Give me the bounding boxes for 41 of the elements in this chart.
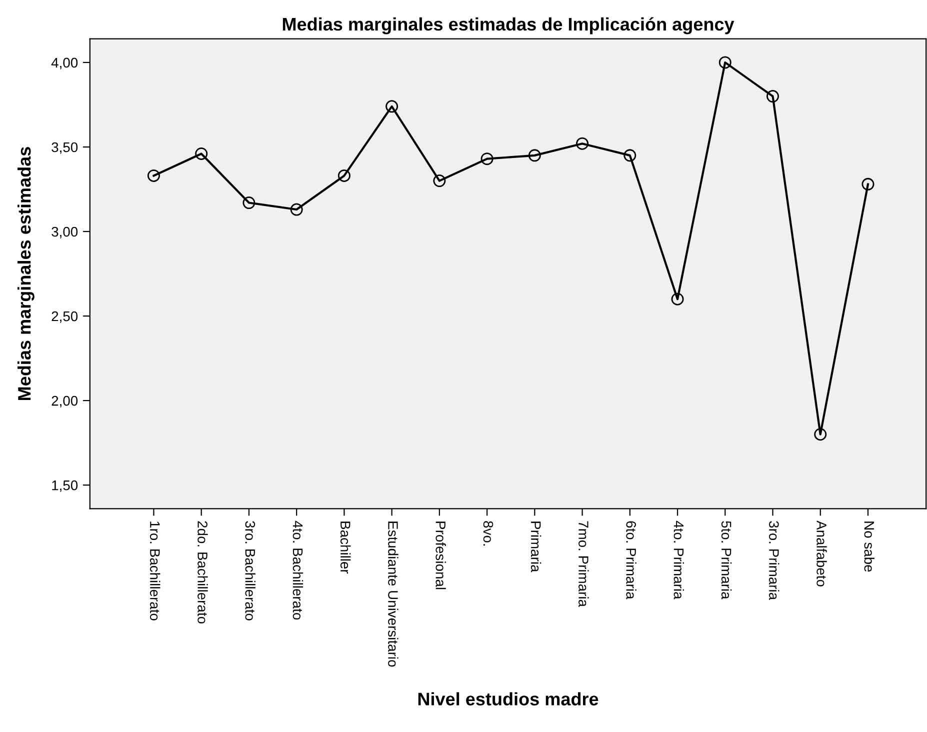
point <box>528 149 541 162</box>
x-tick-label: 8vo. <box>483 521 494 546</box>
point <box>718 56 732 69</box>
point <box>624 149 636 162</box>
point <box>480 152 494 166</box>
x-tick-label: 3ro. Bachillerato <box>245 521 256 620</box>
point <box>386 100 398 113</box>
x-tick-label: Estudiante Universitario <box>388 522 398 667</box>
y-tick-label: 1,50 <box>52 480 78 492</box>
x-tick-label: 4to. Bachillerato <box>292 520 304 620</box>
point <box>242 196 256 210</box>
x-tick-label: Profesional <box>436 522 446 590</box>
point <box>433 174 446 188</box>
point <box>290 203 303 216</box>
y-tick-label: 2,00 <box>52 396 78 408</box>
x-tick-label: 6to. Primaria <box>626 521 636 600</box>
x-tick-label: Primaria <box>530 522 542 572</box>
y-tick-label: 3,50 <box>52 142 78 154</box>
point <box>576 137 589 150</box>
x-tick-label: No sabe <box>864 522 874 572</box>
point <box>814 428 827 441</box>
x-tick-label: 7mo. Primaria <box>578 521 589 607</box>
y-tick-label: 4,00 <box>51 58 78 70</box>
point <box>338 169 350 182</box>
x-tick-label: 1ro. Bachillerato <box>150 522 160 620</box>
x-tick-label: 4to. Primaria <box>674 520 684 600</box>
y-tick-label: 3,00 <box>52 226 78 238</box>
x-tick-label: 2do. Bachillerato <box>198 521 208 624</box>
x-tick-label: Analfabeto <box>816 520 827 586</box>
point <box>195 147 208 160</box>
point <box>862 178 874 190</box>
chart-title: Medias marginales estimadas de Implicación agency <box>282 17 734 34</box>
point <box>671 292 684 306</box>
x-tick-label: 5to. Primaria <box>721 521 732 600</box>
point <box>766 90 779 103</box>
x-axis-title: Nivel estudios madre <box>418 692 598 706</box>
point <box>147 169 160 182</box>
y-tick-label: 2,50 <box>52 311 78 323</box>
x-tick-label: Bachiller <box>340 522 351 574</box>
y-axis-title: Medias marginales estimadas <box>18 147 34 400</box>
x-tick-label: 3ro. Primaria <box>769 521 780 600</box>
